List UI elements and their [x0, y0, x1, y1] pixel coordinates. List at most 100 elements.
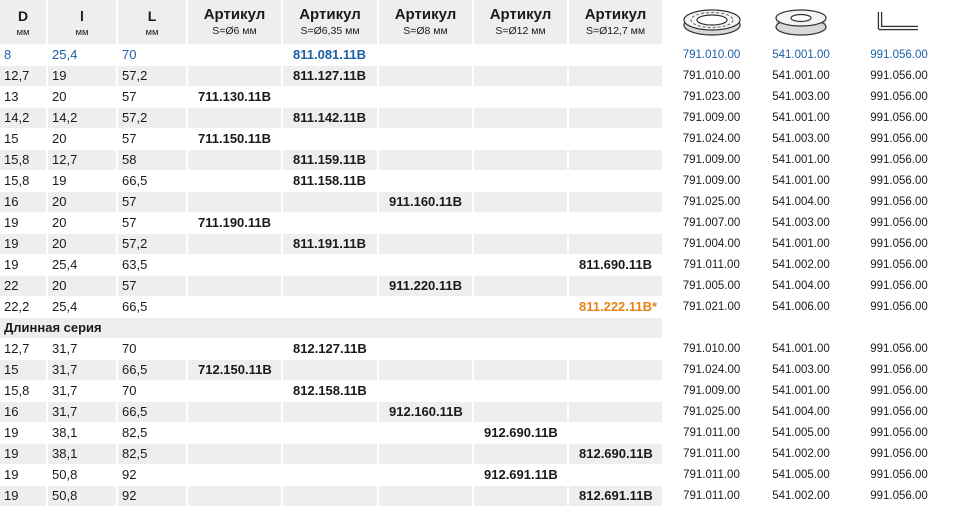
bearing-part-cell: 791.009.00 — [664, 381, 761, 402]
ring-part-cell: 541.001.00 — [761, 108, 843, 129]
article-12-7-cell — [569, 108, 664, 129]
hex-key-part-cell: 991.056.00 — [843, 486, 957, 507]
dim-l-cell: 20 — [48, 213, 118, 234]
dim-L-cell: 57 — [118, 129, 188, 150]
hex-key-part-cell: 991.056.00 — [843, 444, 957, 465]
hex-key-part-cell: 991.056.00 — [843, 171, 957, 192]
dim-d-cell: 19 — [0, 486, 48, 507]
article-6-35-cell: 811.142.11B — [283, 108, 379, 129]
article-12-cell — [474, 45, 569, 66]
header-article-12-7: Артикул S=Ø12,7 мм — [569, 0, 664, 45]
article-6-cell: 711.190.11B — [188, 213, 283, 234]
article-12-cell — [474, 234, 569, 255]
article-12-7-cell — [569, 192, 664, 213]
article-6-35-cell — [283, 297, 379, 318]
dim-l-cell: 20 — [48, 276, 118, 297]
article-6-cell — [188, 444, 283, 465]
hex-key-icon — [877, 12, 918, 31]
article-6-cell — [188, 150, 283, 171]
ring-part-cell: 541.001.00 — [761, 381, 843, 402]
hex-key-part-cell: 991.056.00 — [843, 360, 957, 381]
article-8-cell — [379, 381, 474, 402]
table-row: 19 20 57,2 811.191.11B 791.004.00 541.001.00 9… — [0, 234, 957, 255]
article-6-35-cell — [283, 360, 379, 381]
article-12-7-cell — [569, 381, 664, 402]
article-12-cell — [474, 108, 569, 129]
bearing-part-cell: 791.011.00 — [664, 486, 761, 507]
article-8-cell — [379, 66, 474, 87]
article-8-cell — [379, 171, 474, 192]
article-8-cell — [379, 297, 474, 318]
bearing-part-cell: 791.005.00 — [664, 276, 761, 297]
dim-L-cell: 92 — [118, 465, 188, 486]
dim-d-cell: 15,8 — [0, 150, 48, 171]
dim-d-cell: 8 — [0, 45, 48, 66]
dim-L-cell: 66,5 — [118, 171, 188, 192]
dim-d-cell: 14,2 — [0, 108, 48, 129]
hex-key-part-cell: 991.056.00 — [843, 402, 957, 423]
hex-key-part-cell: 991.056.00 — [843, 150, 957, 171]
bearing-part-cell: 791.021.00 — [664, 297, 761, 318]
article-12-7-cell — [569, 213, 664, 234]
article-6-cell — [188, 108, 283, 129]
ring-part-cell: 541.005.00 — [761, 423, 843, 444]
article-6-cell: 711.130.11B — [188, 87, 283, 108]
article-6-35-cell — [283, 423, 379, 444]
article-8-cell — [379, 255, 474, 276]
hex-key-part-cell: 991.056.00 — [843, 45, 957, 66]
dim-L-cell: 70 — [118, 381, 188, 402]
table-row: 15,8 12,7 58 811.159.11B 791.009.00 541.001.0… — [0, 150, 957, 171]
article-12-7-cell — [569, 45, 664, 66]
dim-d-cell: 16 — [0, 192, 48, 213]
article-8-cell: 911.160.11B — [379, 192, 474, 213]
article-8-cell — [379, 87, 474, 108]
article-6-35-cell: 812.158.11B — [283, 381, 379, 402]
article-6-cell: 712.150.11B — [188, 360, 283, 381]
article-12-cell — [474, 129, 569, 150]
hex-key-part-cell: 991.056.00 — [843, 234, 957, 255]
dim-d-cell: 19 — [0, 213, 48, 234]
ring-part-cell: 541.001.00 — [761, 171, 843, 192]
article-6-35-cell: 812.127.11B — [283, 339, 379, 360]
bearing-part-cell: 791.024.00 — [664, 129, 761, 150]
article-6-35-cell: 811.191.11B — [283, 234, 379, 255]
bearing-part-cell: 791.004.00 — [664, 234, 761, 255]
dim-L-cell: 57 — [118, 192, 188, 213]
article-6-35-cell — [283, 87, 379, 108]
article-8-cell — [379, 108, 474, 129]
ring-part-cell: 541.006.00 — [761, 297, 843, 318]
dim-L-cell: 58 — [118, 150, 188, 171]
article-6-35-cell — [283, 192, 379, 213]
dim-l-cell: 50,8 — [48, 465, 118, 486]
article-6-35-cell — [283, 486, 379, 507]
article-12-7-cell — [569, 150, 664, 171]
dim-d-cell: 12,7 — [0, 66, 48, 87]
ring-part-cell: 541.002.00 — [761, 444, 843, 465]
table-row: 19 38,1 82,5 912.690.11B 791.011.00 541.005.0… — [0, 423, 957, 444]
table-body-long: 12,7 31,7 70 812.127.11B 791.010.00 541.001.0… — [0, 339, 957, 507]
hex-key-part-cell: 991.056.00 — [843, 66, 957, 87]
article-12-cell — [474, 171, 569, 192]
dim-l-cell: 25,4 — [48, 45, 118, 66]
article-12-cell — [474, 444, 569, 465]
dim-L-cell: 66,5 — [118, 402, 188, 423]
hex-key-part-cell: 991.056.00 — [843, 108, 957, 129]
ring-part-cell: 541.003.00 — [761, 360, 843, 381]
dim-l-cell: 50,8 — [48, 486, 118, 507]
article-8-cell — [379, 129, 474, 150]
dim-l-cell: 38,1 — [48, 444, 118, 465]
table-row: 14,2 14,2 57,2 811.142.11B 791.009.00 541.001… — [0, 108, 957, 129]
article-12-7-cell — [569, 423, 664, 444]
article-8-cell — [379, 360, 474, 381]
article-8-cell — [379, 150, 474, 171]
article-12-cell — [474, 276, 569, 297]
article-8-cell — [379, 444, 474, 465]
ring-part-cell: 541.003.00 — [761, 87, 843, 108]
article-12-cell — [474, 255, 569, 276]
hex-key-part-cell: 991.056.00 — [843, 87, 957, 108]
dim-d-cell: 19 — [0, 255, 48, 276]
dim-L-cell: 82,5 — [118, 444, 188, 465]
article-6-cell — [188, 423, 283, 444]
